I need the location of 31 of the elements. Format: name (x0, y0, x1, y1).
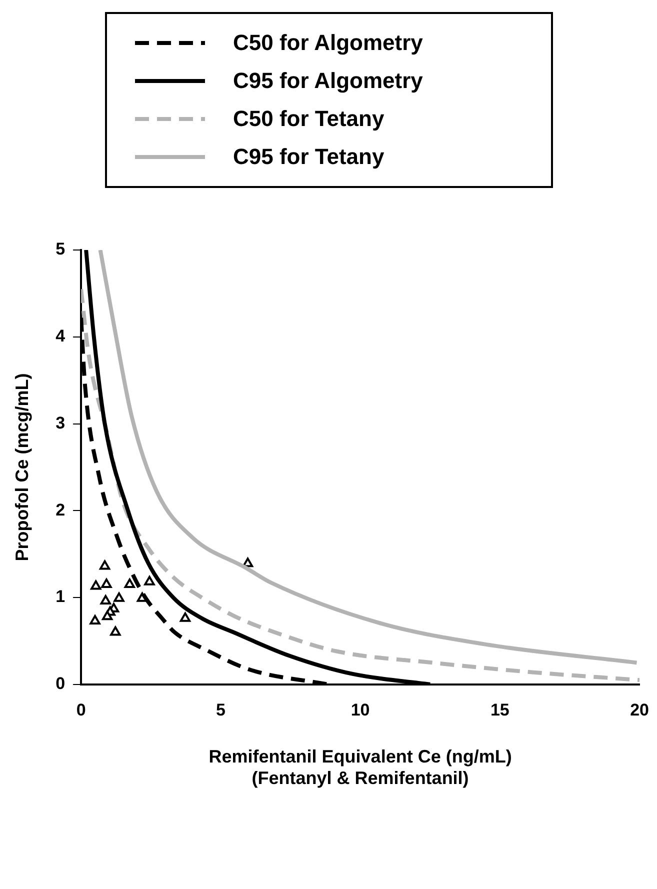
point (114, 592, 124, 602)
point (90, 614, 100, 624)
y-axis-title: Propofol Ce (mcg/mL) (12, 373, 32, 562)
y-tick-label: 1 (56, 587, 66, 606)
x-tick-label: 10 (350, 700, 370, 720)
legend-label: C95 for Algometry (233, 68, 423, 94)
line-series (81, 287, 640, 682)
point (180, 612, 191, 622)
point (99, 560, 110, 570)
x-tick-label: 5 (216, 700, 226, 720)
line-series (98, 250, 639, 665)
point (101, 578, 112, 588)
y-tick-label: 0 (56, 674, 66, 694)
point (124, 578, 135, 588)
point (90, 580, 102, 590)
x-tick-label: 0 (76, 700, 86, 720)
legend-label: C50 for Algometry (233, 30, 423, 56)
x-tick-label: 15 (490, 700, 510, 720)
point (100, 594, 111, 604)
x-tick-label: 20 (630, 700, 650, 720)
legend-label: C95 for Tetany (233, 144, 384, 170)
legend-label: C50 for Tetany (233, 106, 384, 132)
point (144, 576, 155, 586)
point (110, 626, 121, 636)
y-tick-label: 2 (56, 500, 66, 520)
x-axis-title: Remifentanil Equivalent Ce (ng/mL) (Fentanyl & Remifentanil) (208, 746, 512, 788)
y-tick-label: 5 (56, 240, 66, 259)
y-tick-label: 3 (56, 413, 66, 432)
point (102, 610, 113, 620)
point (242, 558, 254, 568)
y-tick-label: 4 (56, 326, 66, 346)
